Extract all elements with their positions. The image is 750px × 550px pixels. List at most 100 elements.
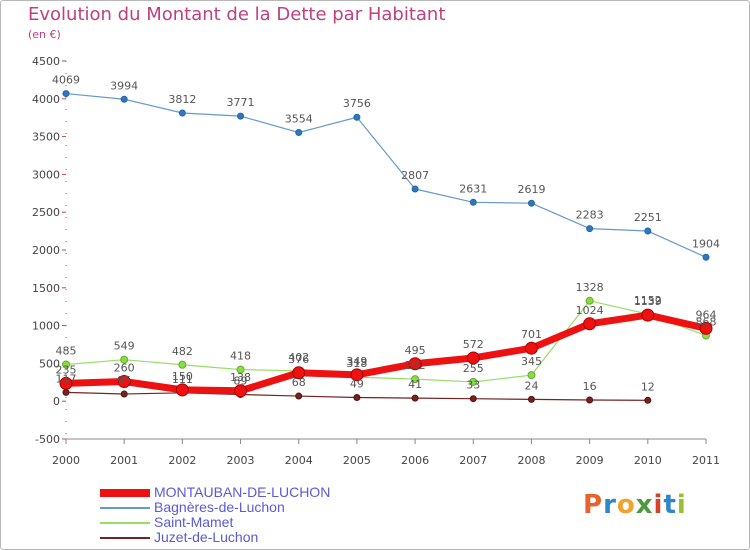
data-label-juzet-de-luchon: 49 [350, 377, 364, 390]
series-line-saint-mamet [65, 300, 707, 383]
data-point-saint-mamet [62, 360, 70, 369]
data-point-saint-mamet [236, 365, 245, 374]
data-point-bagneres-de-luchon [178, 109, 186, 117]
data-point-montauban-de-luchon [175, 383, 189, 397]
data-point-bagneres-de-luchon [353, 113, 361, 121]
data-point-montauban-de-luchon [524, 341, 538, 355]
data-label-juzet-de-luchon: 41 [408, 378, 422, 391]
data-label-bagneres-de-luchon: 2619 [517, 183, 545, 196]
data-point-saint-mamet [120, 355, 129, 364]
data-point-juzet-de-luchon [586, 396, 594, 404]
data-point-montauban-de-luchon [234, 384, 248, 398]
x-tick-label: 2008 [517, 454, 545, 467]
data-point-bagneres-de-luchon [295, 129, 303, 137]
data-label-saint-mamet: 549 [114, 340, 135, 353]
data-label-montauban-de-luchon: 138 [230, 371, 251, 384]
data-label-bagneres-de-luchon: 3554 [285, 113, 313, 126]
data-label-bagneres-de-luchon: 1904 [692, 237, 720, 250]
data-label-saint-mamet: 402 [288, 351, 309, 364]
y-tick-label: 0 [53, 395, 60, 408]
y-tick-label: 3000 [32, 168, 60, 181]
data-label-montauban-de-luchon: 150 [172, 370, 193, 383]
legend-swatch [100, 522, 150, 524]
y-tick-label: 3500 [32, 131, 60, 144]
proxiti-logo: Proxiti [583, 490, 687, 520]
data-label-juzet-de-luchon: 68 [292, 376, 306, 389]
chart-title: Evolution du Montant de la Dette par Hab… [28, 4, 446, 25]
x-tick-label: 2007 [459, 454, 487, 467]
data-point-saint-mamet [527, 371, 536, 380]
y-tick-label: 1500 [32, 282, 60, 295]
data-label-saint-mamet: 345 [521, 355, 542, 368]
series-line-bagneres-de-luchon [65, 92, 707, 258]
data-point-montauban-de-luchon [350, 368, 364, 382]
x-tick-label: 2004 [285, 454, 313, 467]
data-point-juzet-de-luchon [411, 394, 419, 402]
data-point-saint-mamet [411, 375, 420, 384]
data-label-saint-mamet: 255 [463, 362, 484, 375]
data-label-juzet-de-luchon: 33 [466, 379, 480, 392]
data-point-montauban-de-luchon [117, 375, 131, 389]
data-label-juzet-de-luchon: 111 [172, 373, 193, 386]
series-line-montauban-de-luchon [62, 311, 710, 395]
legend-label: Saint-Mamet [154, 514, 234, 530]
y-tick-label: 2000 [32, 244, 60, 257]
data-point-bagneres-de-luchon [120, 95, 128, 103]
x-tick-label: 2006 [401, 454, 429, 467]
chart-axes: -500 0 500 1000 1500 2000 2500 3000 3500 4000 4500… [32, 55, 720, 467]
data-label-montauban-de-luchon: 349 [346, 355, 367, 368]
y-tick-label: 1000 [32, 320, 60, 333]
logo-letter: x [635, 490, 654, 520]
data-point-montauban-de-luchon [641, 308, 655, 322]
data-label-saint-mamet: 1328 [576, 281, 604, 294]
data-label-montauban-de-luchon: 572 [463, 338, 484, 351]
logo-letter: P [583, 490, 604, 520]
data-label-bagneres-de-luchon: 2807 [401, 169, 429, 182]
y-tick-label: 4500 [32, 55, 60, 68]
data-label-montauban-de-luchon: 235 [56, 363, 77, 376]
series-layer [59, 90, 713, 404]
data-point-bagneres-de-luchon [527, 199, 535, 207]
data-label-saint-mamet: 318 [346, 357, 367, 370]
logo-letter: i [653, 490, 664, 520]
x-tick-label: 2005 [343, 454, 371, 467]
data-point-bagneres-de-luchon [702, 253, 710, 261]
data-point-juzet-de-luchon [120, 390, 128, 398]
data-point-bagneres-de-luchon [644, 227, 652, 235]
data-label-saint-mamet: 482 [172, 345, 193, 358]
data-label-saint-mamet: 292 [405, 359, 426, 372]
data-labels-layer: 4069 3994 3812 3771 3554 3756 2807 2631 2619 2283… [52, 74, 720, 394]
data-point-juzet-de-luchon [295, 392, 303, 400]
legend-swatch [100, 489, 150, 497]
x-tick-label: 2000 [52, 454, 80, 467]
data-point-bagneres-de-luchon [469, 198, 477, 206]
data-label-juzet-de-luchon: 12 [641, 380, 655, 393]
y-tick-label: 500 [39, 357, 60, 370]
data-label-montauban-de-luchon: 260 [114, 362, 135, 375]
legend-label: Juzet-de-Luchon [154, 529, 259, 545]
data-point-montauban-de-luchon [59, 376, 73, 390]
data-point-juzet-de-luchon [353, 393, 361, 401]
data-point-bagneres-de-luchon [237, 112, 245, 120]
legend-label: MONTAUBAN-DE-LUCHON [154, 484, 331, 500]
data-label-bagneres-de-luchon: 4069 [52, 74, 80, 87]
data-label-bagneres-de-luchon: 3994 [110, 79, 138, 92]
data-label-montauban-de-luchon: 495 [405, 344, 426, 357]
x-tick-label: 2001 [110, 454, 138, 467]
data-point-montauban-de-luchon [292, 366, 306, 380]
data-point-juzet-de-luchon [469, 395, 477, 403]
y-tick-label: 2500 [32, 206, 60, 219]
data-point-saint-mamet [178, 360, 187, 369]
data-label-montauban-de-luchon: 1139 [634, 295, 662, 308]
logo-letter: o [616, 490, 636, 520]
data-label-juzet-de-luchon: 95 [117, 374, 131, 387]
data-point-montauban-de-luchon [699, 321, 713, 335]
data-point-bagneres-de-luchon [411, 185, 419, 193]
data-label-montauban-de-luchon: 701 [521, 328, 542, 341]
data-label-bagneres-de-luchon: 3756 [343, 97, 371, 110]
data-point-juzet-de-luchon [62, 388, 70, 396]
data-label-bagneres-de-luchon: 3812 [168, 93, 196, 106]
data-label-juzet-de-luchon: 24 [524, 379, 538, 392]
data-label-bagneres-de-luchon: 3771 [227, 96, 255, 109]
